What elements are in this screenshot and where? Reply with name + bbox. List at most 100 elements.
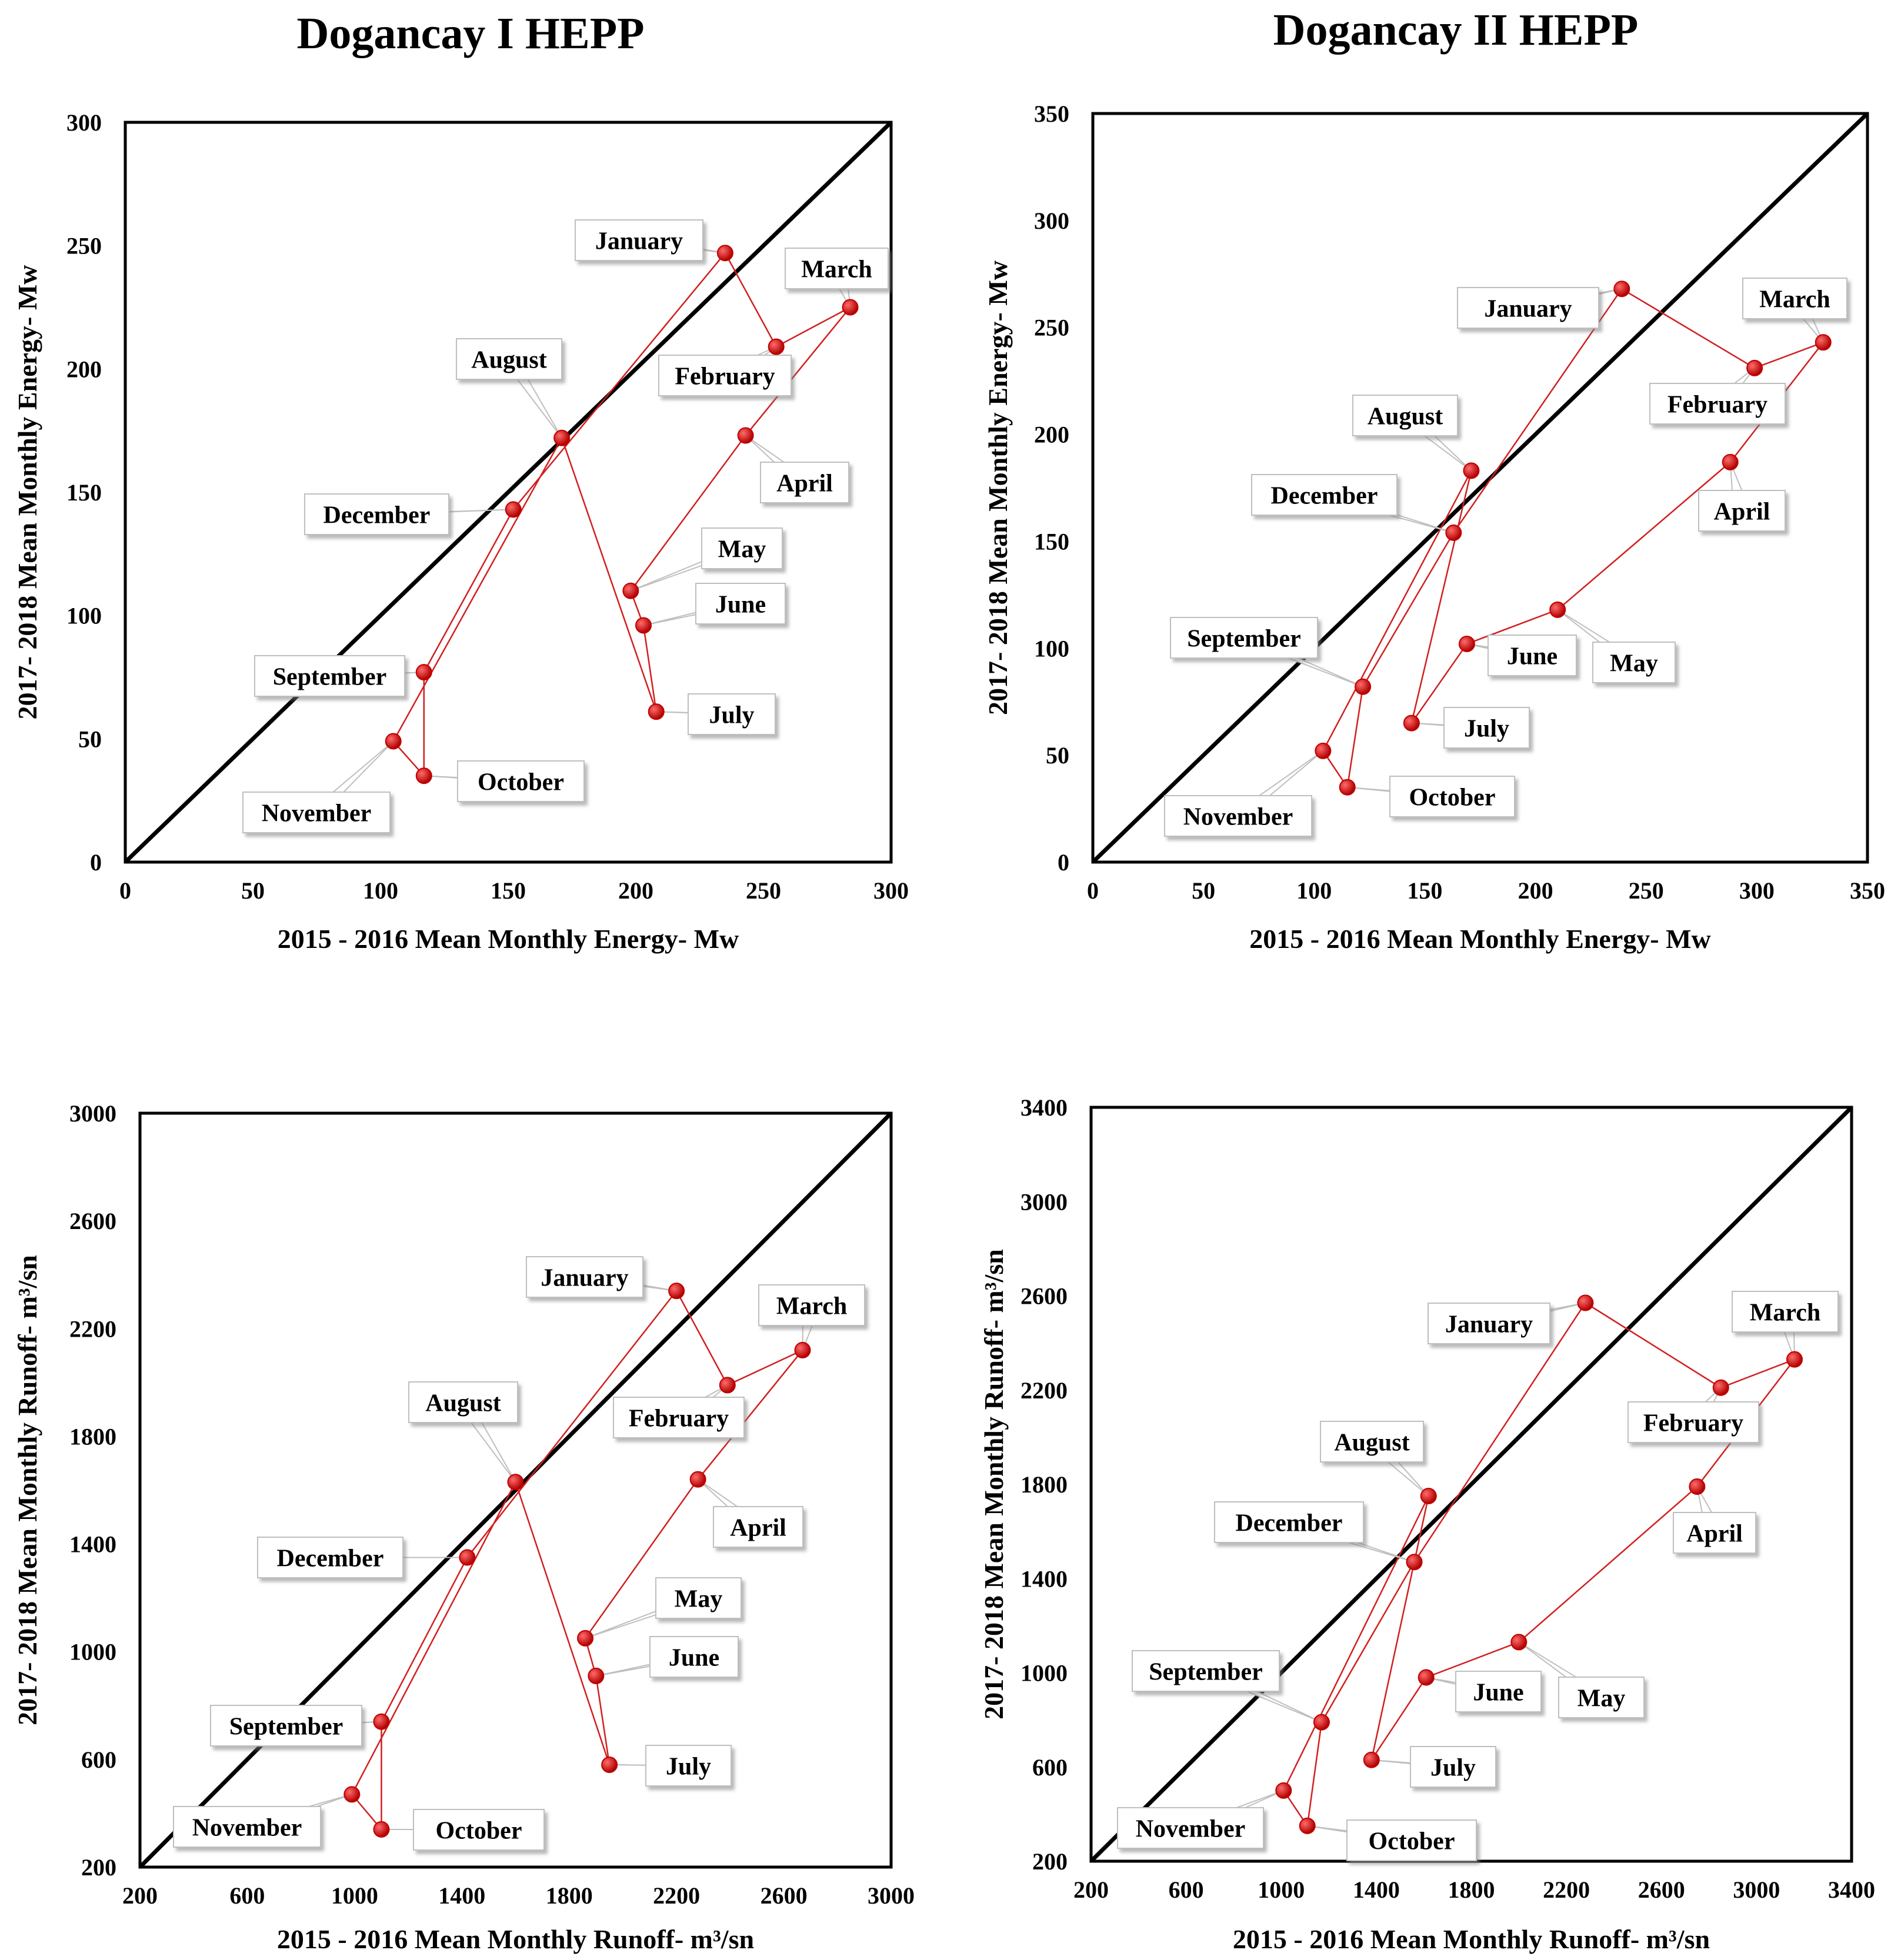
x-tick-label: 2600 xyxy=(1638,1876,1685,1903)
y-tick-label: 600 xyxy=(81,1747,116,1773)
callout-box xyxy=(785,248,889,289)
callout-box xyxy=(701,527,783,569)
point-september xyxy=(1355,678,1372,695)
callout-june: June xyxy=(1426,1671,1542,1712)
callout-august: August xyxy=(456,338,563,439)
x-tick-label: 1800 xyxy=(546,1882,593,1909)
callout-label: March xyxy=(801,256,872,283)
point-june xyxy=(635,617,652,634)
callout-label: April xyxy=(776,470,833,497)
callout-label: June xyxy=(1473,1679,1523,1707)
callout-april: April xyxy=(745,435,849,503)
x-axis-label: 2015 - 2016 Mean Monthly Energy- Mw xyxy=(1249,924,1710,954)
callout-label: May xyxy=(1577,1685,1626,1712)
callout-label: July xyxy=(1430,1755,1476,1782)
point-march xyxy=(842,299,859,316)
point-august xyxy=(507,1474,524,1491)
callout-label: September xyxy=(273,664,387,691)
callout-october: October xyxy=(381,1809,545,1851)
callout-label: April xyxy=(1686,1521,1743,1548)
callout-september: September xyxy=(1170,617,1363,687)
callout-box xyxy=(1455,1671,1542,1712)
callout-december: December xyxy=(1251,474,1454,533)
y-tick-label: 150 xyxy=(1034,528,1069,555)
y-axis-label: 2017- 2018 Mean Monthly Runoff- m³/sn xyxy=(979,1249,1009,1719)
callout-box xyxy=(655,1577,742,1619)
y-axis-label: 2017- 2018 Mean Monthly Energy- Mw xyxy=(12,265,42,720)
x-tick-label: 200 xyxy=(1518,877,1553,904)
callout-label: September xyxy=(1149,1659,1263,1686)
callout-march: March xyxy=(758,1284,865,1351)
y-tick-label: 3000 xyxy=(69,1100,116,1127)
callout-box xyxy=(173,1806,321,1848)
callout-box xyxy=(758,1284,865,1326)
point-june xyxy=(1418,1669,1435,1686)
callout-box xyxy=(713,1506,803,1548)
callout-june: June xyxy=(643,583,786,626)
callout-july: July xyxy=(1371,1746,1496,1788)
y-tick-label: 3400 xyxy=(1020,1094,1068,1121)
callout-label: August xyxy=(425,1390,501,1417)
callout-box xyxy=(649,1636,739,1678)
callout-september: September xyxy=(1132,1650,1322,1723)
x-tick-label: 300 xyxy=(873,877,909,904)
callout-box xyxy=(658,355,792,396)
callout-june: June xyxy=(1466,635,1577,676)
point-august xyxy=(1420,1488,1437,1505)
callout-label: January xyxy=(541,1265,628,1292)
chart-energy-dogancay-2: 0 50 100 150 200 250 300 350 0 50 100 150 200 250 300 3… xyxy=(983,101,1885,954)
callout-march: March xyxy=(1742,278,1847,343)
callout-box xyxy=(1488,635,1577,676)
callout-february: February xyxy=(1649,368,1786,425)
callout-box xyxy=(1410,1746,1496,1788)
x-tick-label: 2600 xyxy=(761,1882,808,1909)
point-february xyxy=(1712,1379,1729,1396)
callout-label: October xyxy=(1409,784,1496,812)
x-tick-label: 1000 xyxy=(1258,1876,1305,1903)
callout-february: February xyxy=(658,346,792,396)
point-july xyxy=(601,1757,618,1774)
callout-may: May xyxy=(585,1577,742,1639)
point-april xyxy=(737,427,754,444)
chart-runoff-dogancay-1: 200 600 1000 1400 1800 2200 2600 3000 200 600 1000… xyxy=(12,1100,915,1954)
x-tick-label: 150 xyxy=(491,877,526,904)
x-axis-label: 2015 - 2016 Mean Monthly Energy- Mw xyxy=(278,924,739,954)
callout-may: May xyxy=(1518,1641,1645,1718)
x-tick-label: 600 xyxy=(229,1882,265,1909)
point-july xyxy=(1363,1751,1380,1768)
y-tick-label: 200 xyxy=(1034,422,1069,448)
callout-label: April xyxy=(1714,499,1770,526)
callout-box xyxy=(1457,287,1599,329)
callout-november: November xyxy=(1117,1789,1284,1849)
callout-november: November xyxy=(242,740,394,833)
callout-box xyxy=(456,338,562,380)
point-march xyxy=(794,1341,811,1358)
point-september xyxy=(373,1713,390,1730)
x-tick-label: 350 xyxy=(1850,877,1885,904)
point-october xyxy=(1299,1817,1316,1834)
callout-box xyxy=(1698,490,1786,532)
callout-box xyxy=(242,792,391,833)
point-september xyxy=(1313,1714,1330,1731)
callout-label: May xyxy=(1610,650,1658,677)
callout-box xyxy=(457,760,585,802)
callout-december: December xyxy=(1214,1501,1415,1563)
y-tick-label: 2200 xyxy=(69,1315,116,1342)
x-tick-label: 3000 xyxy=(1733,1876,1780,1903)
point-july xyxy=(648,703,665,720)
point-november xyxy=(1275,1782,1292,1799)
y-tick-label: 200 xyxy=(81,1854,116,1881)
callout-label: March xyxy=(1759,286,1830,313)
callout-label: July xyxy=(1464,716,1509,743)
point-july xyxy=(1403,714,1420,732)
y-tick-label: 150 xyxy=(66,479,102,506)
point-january xyxy=(1577,1294,1594,1311)
point-may xyxy=(622,582,639,599)
point-january xyxy=(668,1283,685,1300)
y-axis-label: 2017- 2018 Mean Monthly Runoff- m³/sn xyxy=(12,1255,42,1725)
callout-label: February xyxy=(1643,1410,1743,1437)
x-tick-label: 100 xyxy=(363,877,398,904)
point-august xyxy=(553,429,571,446)
callout-october: October xyxy=(1307,1819,1477,1861)
y-tick-label: 0 xyxy=(90,849,102,876)
